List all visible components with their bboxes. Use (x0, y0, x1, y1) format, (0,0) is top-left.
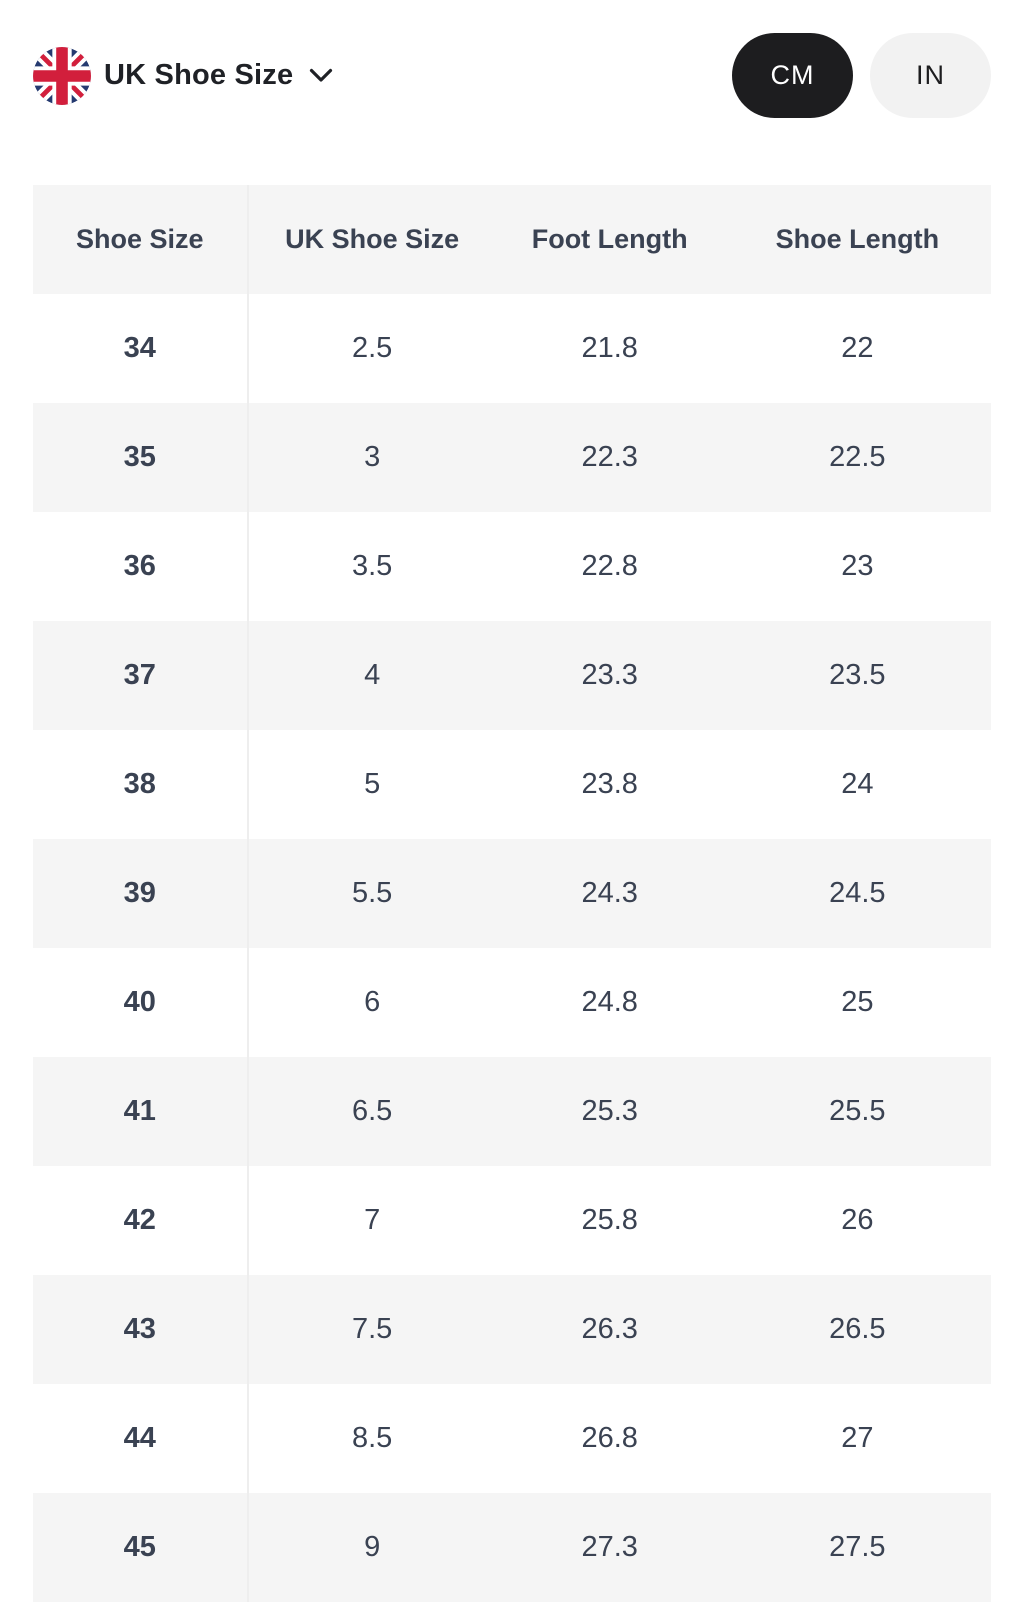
uk-flag-icon (33, 46, 91, 105)
value-cell: 23.3 (495, 621, 724, 730)
value-cell: 7.5 (246, 1275, 496, 1384)
table-header-row: Shoe Size UK Shoe Size Foot Length Shoe Len… (33, 185, 991, 294)
value-cell: 24.8 (495, 948, 724, 1057)
shoe-size-cell: 34 (33, 294, 248, 403)
unit-toggle-in-button[interactable]: IN (870, 33, 991, 118)
table-row: 45 9 27.3 27.5 (33, 1493, 991, 1602)
value-cell: 2.5 (246, 294, 496, 403)
chevron-down-icon (309, 68, 333, 88)
value-cell: 3.5 (246, 512, 496, 621)
value-cell: 22.8 (495, 512, 724, 621)
shoe-size-cell: 42 (33, 1166, 248, 1275)
value-cell: 23.5 (723, 621, 991, 730)
region-selector-label: UK Shoe Size (104, 59, 294, 91)
value-cell: 26.3 (495, 1275, 724, 1384)
value-cell: 27.3 (495, 1493, 724, 1602)
shoe-size-cell: 43 (33, 1275, 248, 1384)
table-row: 37 4 23.3 23.5 (33, 621, 991, 730)
value-cell: 23.8 (495, 730, 724, 839)
table-row: 36 3.5 22.8 23 (33, 512, 991, 621)
value-cell: 22.5 (723, 403, 991, 512)
table-row: 43 7.5 26.3 26.5 (33, 1275, 991, 1384)
value-cell: 27 (723, 1384, 991, 1493)
shoe-size-cell: 40 (33, 948, 248, 1057)
value-cell: 25 (723, 948, 991, 1057)
table-body: 34 2.5 21.8 22 35 3 22.3 22.5 36 3.5 22.8 23 37 4 23.3… (33, 294, 991, 1602)
value-cell: 5.5 (246, 839, 496, 948)
value-cell: 6.5 (246, 1057, 496, 1166)
table-row: 34 2.5 21.8 22 (33, 294, 991, 403)
value-cell: 22 (723, 294, 991, 403)
value-cell: 9 (246, 1493, 496, 1602)
table-row: 42 7 25.8 26 (33, 1166, 991, 1275)
shoe-size-cell: 38 (33, 730, 248, 839)
value-cell: 4 (246, 621, 496, 730)
shoe-size-cell: 45 (33, 1493, 248, 1602)
column-header-foot-length: Foot Length (495, 185, 724, 294)
table-row: 39 5.5 24.3 24.5 (33, 839, 991, 948)
unit-toggle: CM IN (732, 33, 991, 118)
value-cell: 25.8 (495, 1166, 724, 1275)
value-cell: 24 (723, 730, 991, 839)
shoe-size-cell: 37 (33, 621, 248, 730)
value-cell: 27.5 (723, 1493, 991, 1602)
column-header-uk-shoe-size: UK Shoe Size (246, 185, 496, 294)
value-cell: 21.8 (495, 294, 724, 403)
unit-toggle-cm-button[interactable]: CM (732, 33, 853, 118)
table-row: 40 6 24.8 25 (33, 948, 991, 1057)
value-cell: 6 (246, 948, 496, 1057)
table-row: 38 5 23.8 24 (33, 730, 991, 839)
value-cell: 5 (246, 730, 496, 839)
shoe-size-cell: 35 (33, 403, 248, 512)
value-cell: 8.5 (246, 1384, 496, 1493)
shoe-size-cell: 36 (33, 512, 248, 621)
topbar: UK Shoe Size CM IN (33, 33, 991, 118)
column-header-shoe-size: Shoe Size (33, 185, 248, 294)
value-cell: 24.5 (723, 839, 991, 948)
value-cell: 23 (723, 512, 991, 621)
value-cell: 22.3 (495, 403, 724, 512)
shoe-size-cell: 41 (33, 1057, 248, 1166)
value-cell: 25.3 (495, 1057, 724, 1166)
column-header-shoe-length: Shoe Length (723, 185, 991, 294)
size-conversion-table: Shoe Size UK Shoe Size Foot Length Shoe Len… (33, 185, 992, 1602)
table-row: 44 8.5 26.8 27 (33, 1384, 991, 1493)
shoe-size-cell: 39 (33, 839, 248, 948)
value-cell: 26 (723, 1166, 991, 1275)
value-cell: 26.5 (723, 1275, 991, 1384)
value-cell: 26.8 (495, 1384, 724, 1493)
region-selector-dropdown[interactable]: UK Shoe Size (33, 46, 333, 105)
value-cell: 24.3 (495, 839, 724, 948)
value-cell: 7 (246, 1166, 496, 1275)
table-row: 41 6.5 25.3 25.5 (33, 1057, 991, 1166)
shoe-size-cell: 44 (33, 1384, 248, 1493)
table-row: 35 3 22.3 22.5 (33, 403, 991, 512)
value-cell: 3 (246, 403, 496, 512)
value-cell: 25.5 (723, 1057, 991, 1166)
